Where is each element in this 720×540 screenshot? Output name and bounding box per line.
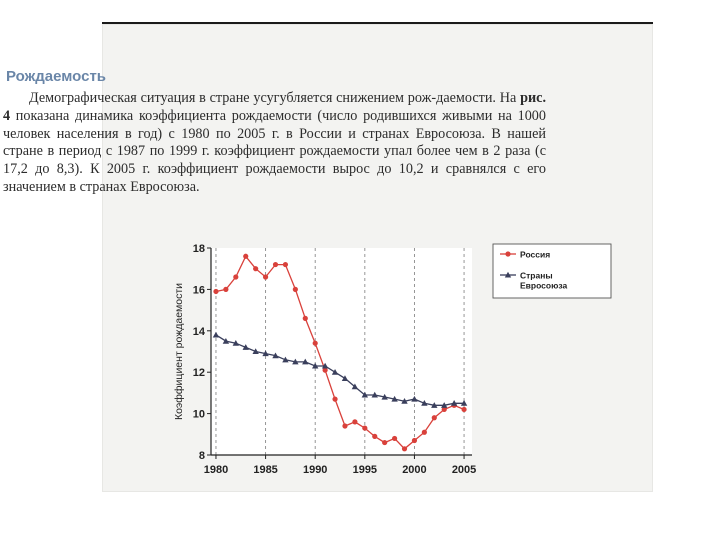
series-1-point-1986	[272, 352, 279, 359]
legend-marker-0	[505, 251, 511, 257]
legend-label-1: Страны Евросоюза	[520, 271, 567, 291]
series-0-point-1982	[233, 274, 239, 280]
series-1-point-1983	[242, 344, 249, 350]
series-0-point-1985	[262, 274, 269, 280]
series-1-point-1980	[212, 331, 220, 338]
series-1-point-1992	[331, 369, 339, 375]
series-0-point-1986	[272, 261, 279, 268]
series-1-point-1988	[292, 358, 299, 365]
series-0-point-1980	[213, 288, 219, 295]
y-axis-label: Коэффициент рождаемости	[173, 283, 185, 420]
series-0-point-1995	[362, 425, 368, 431]
series-1-point-1999	[401, 397, 408, 404]
series-1-point-1984	[252, 348, 259, 355]
series-0-point-1993	[342, 423, 348, 429]
series-1-point-1991	[321, 362, 329, 369]
chart-legend: Россия Страны Евросоюза	[492, 243, 612, 299]
x-tick-label-1995: 1995	[353, 464, 377, 476]
series-0-point-1983	[243, 253, 249, 259]
series-1-point-1995	[361, 391, 369, 398]
series-1-point-1994	[351, 383, 359, 390]
series-0-point-1997	[382, 439, 388, 446]
plot-area	[211, 248, 472, 455]
series-1-point-2000	[411, 395, 418, 402]
y-tick-label-16: 16	[193, 284, 205, 296]
series-0-point-1988	[292, 286, 298, 292]
series-1-point-1989	[302, 358, 309, 365]
series-1-point-1993	[341, 375, 349, 381]
series-0-point-1999	[401, 446, 408, 452]
series-0-point-1987	[282, 261, 289, 268]
series-0-point-2000	[411, 437, 418, 444]
grid-lines	[211, 248, 472, 455]
figure-reference: рис. 4	[3, 90, 546, 124]
series-1-point-1981	[222, 337, 230, 344]
series-0-point-1996	[372, 433, 378, 439]
series-1-point-1996	[371, 391, 378, 398]
paragraph-text-2: показана динамика коэффициента рождаемос…	[3, 107, 546, 195]
series-0-point-1992	[332, 396, 338, 402]
x-tick-label-1990: 1990	[303, 464, 327, 476]
y-tick-label-12: 12	[193, 367, 205, 379]
series-0-point-1991	[322, 367, 328, 373]
body-paragraph: Демографическая ситуация в стране усугуб…	[3, 90, 546, 197]
section-heading: Рождаемость	[6, 68, 107, 85]
series-0-point-2002	[431, 415, 437, 421]
series-0-point-2003	[441, 406, 447, 413]
series-0-point-1981	[223, 286, 229, 292]
paragraph-text-1: Демографическая ситуация в стране усугуб…	[29, 90, 521, 106]
series-1-point-2004	[450, 400, 458, 406]
y-tick-label-18: 18	[193, 243, 205, 255]
legend-marker-1	[504, 271, 512, 278]
series-1-point-2001	[421, 400, 428, 406]
series-0-point-1998	[391, 435, 398, 442]
series-1-point-1987	[282, 356, 289, 363]
legend-box	[492, 243, 612, 299]
series-1-point-1985	[262, 350, 269, 357]
series-1-point-2002	[431, 402, 438, 408]
legend-label-0: Россия	[520, 250, 550, 260]
series-1-point-1998	[391, 395, 398, 402]
series-0-point-1984	[253, 266, 259, 272]
series-0-point-2005	[461, 406, 467, 413]
x-tick-label-1985: 1985	[253, 464, 277, 476]
tick-labels: 8 10 12 14 16 18 1980 1985 1990 1995 2000 2005 Коэфф…	[173, 243, 476, 476]
y-tick-label-10: 10	[193, 409, 205, 421]
chart-axes	[207, 247, 472, 459]
x-tick-label-1980: 1980	[204, 464, 228, 476]
series-1-point-1990	[312, 362, 319, 369]
series-lines	[212, 253, 468, 452]
series-1-point-2005	[460, 400, 468, 406]
series-0-point-1990	[312, 340, 318, 346]
x-tick-label-2000: 2000	[402, 464, 426, 476]
y-tick-label-14: 14	[193, 326, 206, 338]
y-tick-label-8: 8	[199, 450, 205, 462]
series-0-point-2001	[421, 429, 427, 435]
series-1-point-1982	[232, 340, 240, 346]
series-1-point-1997	[381, 393, 388, 400]
series-0-point-1994	[352, 419, 358, 425]
series-1-point-2003	[441, 402, 448, 408]
x-tick-label-2005: 2005	[452, 464, 476, 476]
series-0-point-1989	[302, 315, 308, 321]
